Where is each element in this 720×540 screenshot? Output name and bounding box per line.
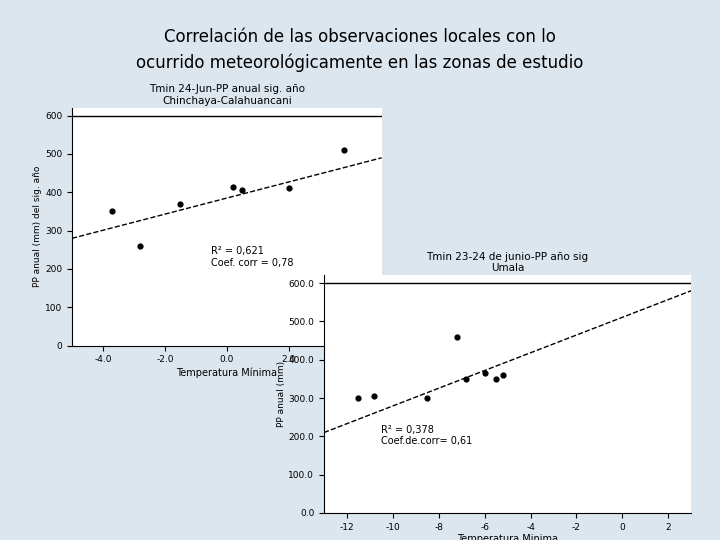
Point <box>421 394 433 402</box>
X-axis label: Temperatura Mínima: Temperatura Mínima <box>176 367 277 377</box>
Point <box>338 146 350 154</box>
X-axis label: Temperatura Minima: Temperatura Minima <box>457 535 558 540</box>
Title: Tmin 24-Jun-PP anual sig. año
Chinchaya-Calahuancani: Tmin 24-Jun-PP anual sig. año Chinchaya-… <box>149 84 305 106</box>
Point <box>479 369 490 377</box>
Point <box>236 186 248 195</box>
Point <box>283 184 294 193</box>
Point <box>461 375 472 383</box>
Y-axis label: PP anual (mm): PP anual (mm) <box>276 361 286 427</box>
Point <box>228 182 239 191</box>
Text: Correlación de las observaciones locales con lo
ocurrido meteorológicamente en l: Correlación de las observaciones locales… <box>136 28 584 72</box>
Point <box>175 199 186 208</box>
Text: R² = 0,378
Coef.de.corr= 0,61: R² = 0,378 Coef.de.corr= 0,61 <box>382 425 472 447</box>
Point <box>107 207 118 216</box>
Point <box>353 394 364 402</box>
Y-axis label: PP anual (mm) del sig. año: PP anual (mm) del sig. año <box>33 166 42 287</box>
Point <box>451 333 463 341</box>
Title: Tmin 23-24 de junio-PP año sig
Umala: Tmin 23-24 de junio-PP año sig Umala <box>426 252 589 273</box>
Text: R² = 0,621
Coef. corr = 0,78: R² = 0,621 Coef. corr = 0,78 <box>212 246 294 267</box>
Point <box>135 241 146 250</box>
Point <box>490 375 502 383</box>
Point <box>498 371 509 380</box>
Point <box>369 392 380 401</box>
